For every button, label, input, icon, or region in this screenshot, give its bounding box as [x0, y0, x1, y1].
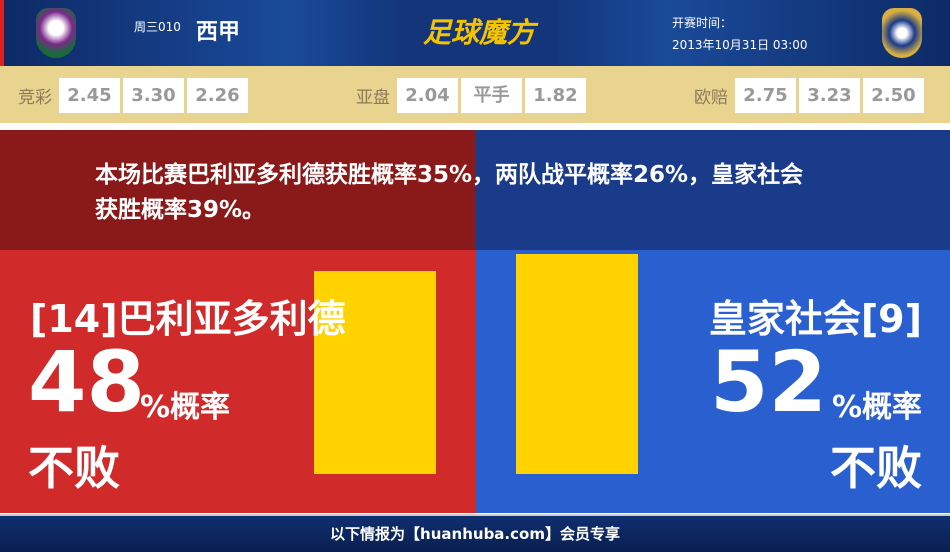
odds-jingcai: 竞彩 2.45 3.30 2.26 — [18, 78, 248, 113]
home-percent-unit: %概率 — [140, 390, 231, 425]
logo: 足球魔方 — [399, 0, 559, 66]
odds-label: 欧赔 — [694, 88, 728, 108]
away-team-crest-icon — [882, 8, 922, 58]
odds-value: 2.45 — [59, 78, 120, 113]
odds-value: 3.30 — [123, 78, 184, 113]
away-bar — [516, 254, 638, 474]
odds-value: 2.26 — [187, 78, 248, 113]
away-percent: 52 — [710, 333, 827, 431]
odds-value: 3.23 — [799, 78, 860, 113]
kickoff-time: 2013年10月31日 03:00 — [672, 38, 808, 52]
home-bar — [314, 270, 436, 474]
home-percent: 48 — [28, 333, 145, 431]
kickoff-label: 开赛时间： — [672, 16, 733, 30]
away-team-name: 皇家社会[9] — [708, 297, 922, 341]
odds-value: 平手 — [461, 78, 522, 113]
odds-bar: 竞彩 2.45 3.30 2.26 亚盘 2.04 平手 1.82 欧赔 2.7… — [0, 66, 950, 123]
match-code: 周三010 — [134, 20, 181, 34]
summary-text: 本场比赛巴利亚多利德获胜概率35%，两队战平概率26%，皇家社会获胜概率39%。 — [95, 162, 804, 223]
away-percent-unit: %概率 — [831, 390, 922, 425]
odds-yapan: 亚盘 2.04 平手 1.82 — [356, 78, 586, 113]
odds-label: 竞彩 — [18, 88, 52, 108]
away-panel: 皇家社会[9] 52 %概率 不败 — [476, 250, 950, 513]
summary-banner: 本场比赛巴利亚多利德获胜概率35%，两队战平概率26%，皇家社会获胜概率39%。 — [0, 130, 950, 250]
home-team-crest-icon — [36, 8, 76, 58]
odds-value: 1.82 — [525, 78, 586, 113]
member-footer[interactable]: 以下情报为【huanhuba.com】会员专享 — [0, 514, 950, 552]
home-outcome: 不败 — [28, 441, 120, 495]
match-header: 周三010 西甲 足球魔方 开赛时间： 2013年10月31日 03:00 — [0, 0, 950, 66]
away-outcome: 不败 — [830, 441, 922, 495]
odds-value: 2.75 — [735, 78, 796, 113]
odds-label: 亚盘 — [356, 88, 390, 108]
odds-value: 2.04 — [397, 78, 458, 113]
league-name: 西甲 — [196, 20, 241, 45]
home-panel: [14]巴利亚多利德 48 %概率 不败 — [0, 250, 476, 513]
odds-oupei: 欧赔 2.75 3.23 2.50 — [694, 78, 924, 113]
odds-value: 2.50 — [863, 78, 924, 113]
home-team-name: [14]巴利亚多利德 — [30, 297, 346, 341]
